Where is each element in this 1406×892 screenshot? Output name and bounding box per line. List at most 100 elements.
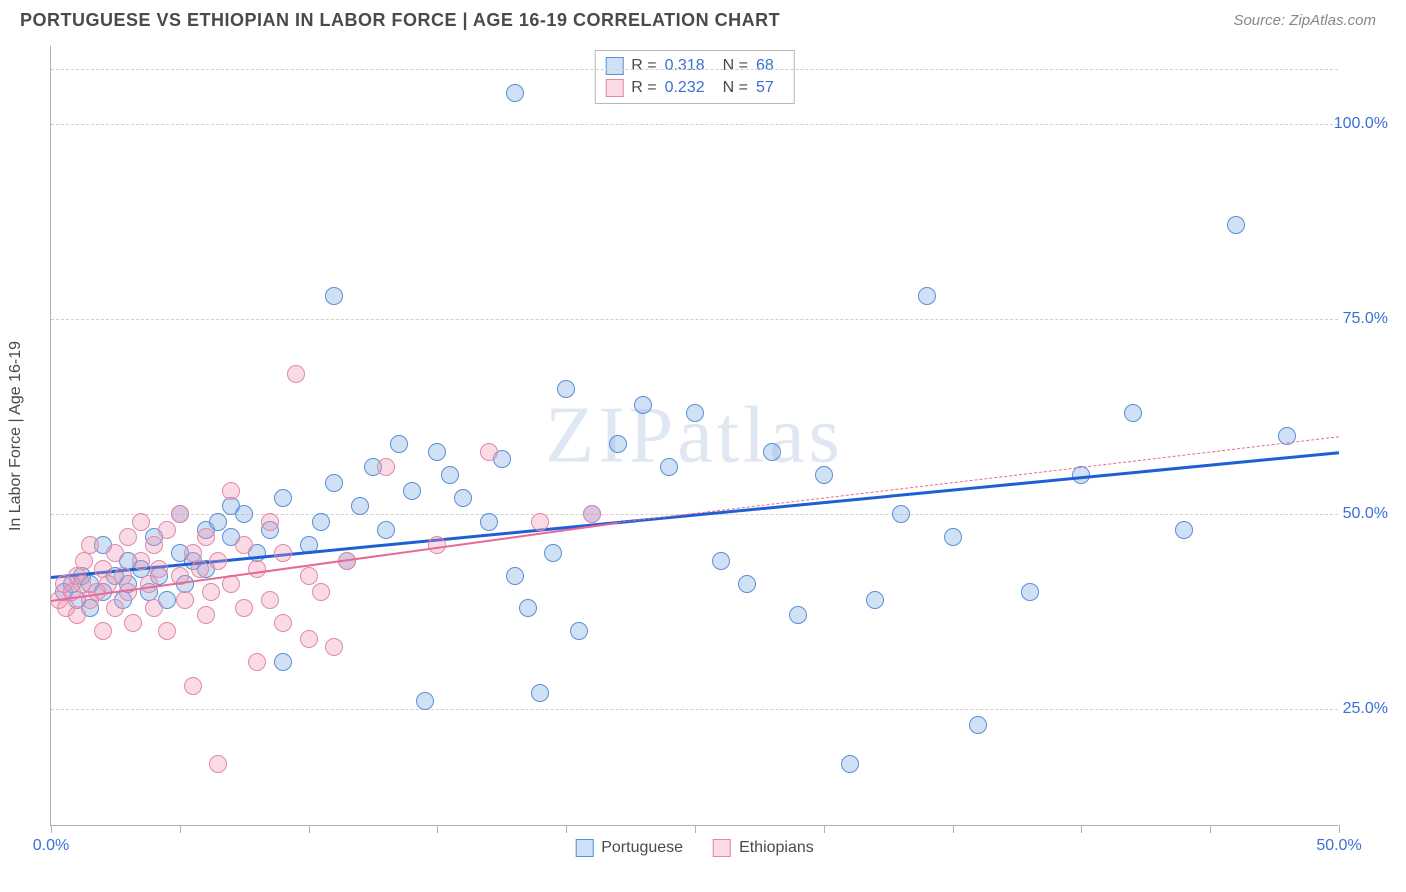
data-point bbox=[570, 622, 588, 640]
r-label: R = bbox=[631, 79, 656, 97]
data-point bbox=[75, 552, 93, 570]
data-point bbox=[892, 505, 910, 523]
data-point bbox=[763, 443, 781, 461]
data-point bbox=[184, 677, 202, 695]
data-point bbox=[300, 630, 318, 648]
data-point bbox=[1175, 521, 1193, 539]
data-point bbox=[1021, 583, 1039, 601]
data-point bbox=[712, 552, 730, 570]
data-point bbox=[248, 560, 266, 578]
data-point bbox=[480, 513, 498, 531]
x-tick bbox=[566, 825, 567, 833]
data-point bbox=[789, 606, 807, 624]
data-point bbox=[191, 560, 209, 578]
data-point bbox=[197, 606, 215, 624]
gridline bbox=[51, 709, 1338, 710]
data-point bbox=[815, 466, 833, 484]
data-point bbox=[416, 692, 434, 710]
data-point bbox=[209, 513, 227, 531]
legend-stat-row: R =0.318N =68 bbox=[605, 55, 784, 77]
x-tick bbox=[309, 825, 310, 833]
data-point bbox=[300, 567, 318, 585]
data-point bbox=[274, 653, 292, 671]
data-point bbox=[428, 443, 446, 461]
data-point bbox=[235, 599, 253, 617]
trend-line bbox=[618, 436, 1339, 523]
data-point bbox=[325, 474, 343, 492]
x-tick bbox=[437, 825, 438, 833]
n-value: 57 bbox=[756, 79, 774, 97]
data-point bbox=[261, 513, 279, 531]
data-point bbox=[738, 575, 756, 593]
data-point bbox=[176, 591, 194, 609]
data-point bbox=[544, 544, 562, 562]
legend-series: Portuguese Ethiopians bbox=[575, 839, 814, 857]
data-point bbox=[480, 443, 498, 461]
data-point bbox=[403, 482, 421, 500]
y-tick-label: 50.0% bbox=[1343, 505, 1388, 523]
data-point bbox=[506, 567, 524, 585]
data-point bbox=[197, 528, 215, 546]
x-tick bbox=[180, 825, 181, 833]
data-point bbox=[274, 489, 292, 507]
data-point bbox=[686, 404, 704, 422]
data-point bbox=[124, 614, 142, 632]
data-point bbox=[609, 435, 627, 453]
legend-swatch bbox=[713, 839, 731, 857]
n-label: N = bbox=[723, 79, 748, 97]
data-point bbox=[312, 513, 330, 531]
data-point bbox=[132, 513, 150, 531]
data-point bbox=[140, 575, 158, 593]
data-point bbox=[132, 552, 150, 570]
x-tick bbox=[953, 825, 954, 833]
legend-swatch bbox=[605, 79, 623, 97]
r-label: R = bbox=[631, 57, 656, 75]
data-point bbox=[377, 521, 395, 539]
legend-swatch bbox=[605, 57, 623, 75]
data-point bbox=[145, 599, 163, 617]
legend-label: Portuguese bbox=[601, 839, 683, 857]
data-point bbox=[531, 684, 549, 702]
data-point bbox=[441, 466, 459, 484]
x-tick bbox=[1081, 825, 1082, 833]
legend-stats: R =0.318N =68R =0.232N =57 bbox=[594, 50, 795, 104]
data-point bbox=[94, 622, 112, 640]
data-point bbox=[119, 528, 137, 546]
data-point bbox=[150, 560, 168, 578]
x-tick-label: 0.0% bbox=[33, 837, 69, 855]
data-point bbox=[106, 544, 124, 562]
data-point bbox=[325, 287, 343, 305]
data-point bbox=[841, 755, 859, 773]
data-point bbox=[171, 505, 189, 523]
plot-container: In Labor Force | Age 16-19 ZIPatlas R =0… bbox=[50, 46, 1390, 826]
n-value: 68 bbox=[756, 57, 774, 75]
x-tick bbox=[824, 825, 825, 833]
data-point bbox=[390, 435, 408, 453]
data-point bbox=[209, 552, 227, 570]
data-point bbox=[248, 653, 266, 671]
plot-area: ZIPatlas R =0.318N =68R =0.232N =57 Port… bbox=[50, 46, 1338, 826]
y-tick-label: 75.0% bbox=[1343, 310, 1388, 328]
data-point bbox=[506, 84, 524, 102]
data-point bbox=[519, 599, 537, 617]
data-point bbox=[454, 489, 472, 507]
y-tick-label: 100.0% bbox=[1334, 115, 1388, 133]
data-point bbox=[325, 638, 343, 656]
r-value: 0.232 bbox=[665, 79, 705, 97]
legend-swatch bbox=[575, 839, 593, 857]
data-point bbox=[634, 396, 652, 414]
legend-stat-row: R = 0.232 N = 57 bbox=[605, 77, 784, 99]
data-point bbox=[944, 528, 962, 546]
legend-item: Ethiopians bbox=[713, 839, 814, 857]
legend-item: Portuguese bbox=[575, 839, 683, 857]
n-label: N = bbox=[723, 57, 748, 75]
gridline bbox=[51, 319, 1338, 320]
source-label: Source: ZipAtlas.com bbox=[1233, 12, 1376, 29]
y-axis-title: In Labor Force | Age 16-19 bbox=[7, 341, 25, 531]
data-point bbox=[287, 365, 305, 383]
data-point bbox=[1124, 404, 1142, 422]
x-tick bbox=[1339, 825, 1340, 833]
data-point bbox=[377, 458, 395, 476]
data-point bbox=[261, 591, 279, 609]
data-point bbox=[274, 614, 292, 632]
